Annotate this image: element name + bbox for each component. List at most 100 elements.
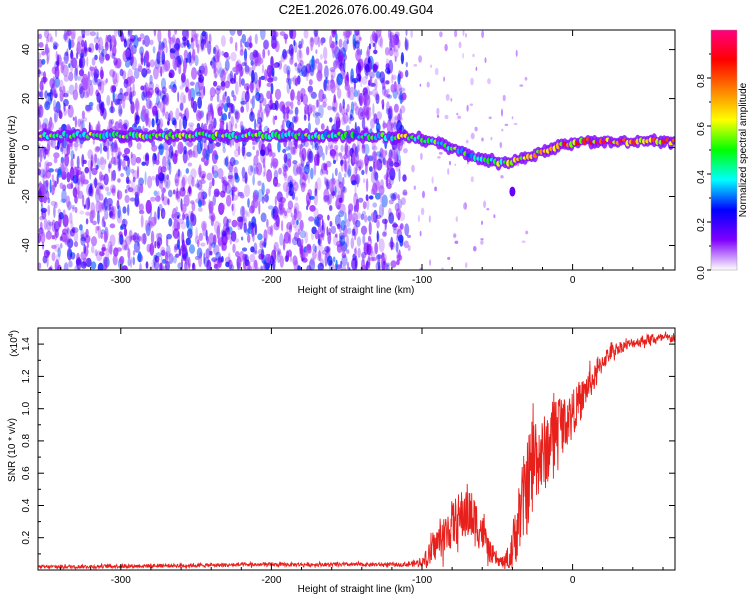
spectrogram-noise-cell — [74, 206, 78, 214]
spectrogram-noise-cell — [88, 83, 94, 96]
spectrogram-noise-cell — [270, 102, 277, 111]
spectrogram-noise-cell — [59, 89, 64, 102]
spectrogram-noise-cell — [463, 202, 468, 210]
spectrogram-noise-cell — [91, 167, 98, 176]
spectrogram-noise-cell — [388, 47, 394, 57]
spectrogram-noise-cell — [453, 232, 457, 239]
spectrogram-noise-cell — [363, 143, 370, 155]
spectrogram-noise-cell — [340, 220, 346, 231]
spectrogram-noise-cell — [324, 245, 331, 253]
spectrogram-noise-cell — [208, 112, 213, 124]
spectrogram-noise-cell — [282, 48, 287, 59]
spectrogram-noise-cell — [348, 30, 352, 36]
spectrogram-noise-cell — [340, 159, 345, 165]
spectrogram-noise-cell — [413, 185, 416, 190]
spectrogram-x-tick-label: -100 — [412, 275, 432, 286]
spectrogram-noise-cell — [60, 147, 64, 152]
spectrogram-noise-cell — [74, 166, 82, 172]
spectrogram-noise-cell — [397, 39, 401, 49]
spectrogram-noise-cell — [172, 34, 176, 44]
spectrogram-noise-cell — [63, 234, 70, 246]
spectrogram-noise-cell — [159, 100, 165, 113]
spectrogram-noise-cell — [250, 165, 254, 173]
spectrogram-noise-cell — [240, 205, 246, 218]
spectrogram-noise-cell — [501, 108, 503, 117]
spectrogram-noise-cell — [209, 103, 213, 116]
spectrogram-noise-cell — [258, 106, 264, 120]
spectrogram-noise-cell — [357, 144, 360, 153]
spectrogram-noise-cell — [153, 66, 159, 80]
spectrogram-noise-cell — [213, 118, 217, 129]
spectrogram-noise-cell — [46, 33, 53, 43]
spectrogram-noise-cell — [197, 199, 203, 208]
spectrogram-noise-cell — [314, 181, 318, 195]
spectrogram-noise-cell — [147, 175, 153, 189]
spectrogram-noise-cell — [353, 89, 359, 98]
spectrogram-noise-cell — [96, 225, 100, 231]
spectrogram-noise-cell — [164, 178, 171, 189]
spectrogram-noise-cell — [315, 58, 320, 64]
spectrogram-noise-cell — [340, 144, 344, 153]
spectrogram-noise-cell — [388, 30, 392, 40]
spectrogram-noise-cell — [499, 141, 503, 149]
spectrogram-noise-cell — [332, 189, 335, 199]
spectrogram-noise-cell — [316, 250, 323, 262]
spectrogram-noise-cell — [165, 180, 169, 187]
spectrogram-noise-cell — [174, 243, 180, 251]
spectrogram-noise-cell — [188, 186, 192, 193]
spectrogram-noise-cell — [383, 228, 387, 237]
spectrogram-noise-cell — [75, 172, 79, 183]
spectrogram-noise-cell — [279, 255, 284, 268]
spectrogram-noise-cell — [257, 249, 264, 255]
spectrogram-noise-cell — [464, 201, 467, 210]
spectrogram-noise-cell — [175, 107, 180, 121]
spectrogram-noise-cell — [62, 33, 69, 41]
spectrogram-noise-cell — [373, 161, 376, 170]
spectrogram-noise-cell — [200, 39, 205, 51]
spectrogram-noise-cell — [217, 106, 223, 117]
spectrogram-noise-cell — [445, 93, 450, 101]
spectrogram-noise-cell — [346, 261, 350, 270]
spectrogram-noise-cell — [105, 205, 112, 211]
spectrogram-noise-cell — [149, 74, 153, 85]
spectrogram-noise-cell — [292, 163, 299, 176]
spectrogram-noise-cell — [386, 119, 392, 134]
spectrogram-noise-cell — [109, 234, 116, 247]
spectrogram-noise-cell — [330, 69, 336, 79]
spectrogram-noise-cell — [297, 228, 301, 236]
spectrogram-noise-cell — [211, 117, 217, 129]
spectrogram-noise-cell — [69, 212, 73, 225]
spectrogram-noise-cell — [178, 248, 182, 257]
spectrogram-noise-cell — [301, 238, 304, 245]
spectrogram-noise-cell — [206, 112, 211, 121]
spectrogram-noise-cell — [198, 74, 205, 84]
spectrogram-noise-cell — [40, 203, 44, 216]
spectrogram-noise-cell — [372, 182, 378, 195]
spectrogram-noise-cell — [290, 89, 295, 101]
spectrogram-noise-cell — [481, 137, 484, 142]
spectrogram-noise-cell — [292, 116, 297, 123]
spectrogram-noise-cell — [375, 30, 382, 38]
spectrogram-noise-cell — [111, 53, 116, 59]
spectrogram-noise-cell — [360, 225, 368, 235]
spectrogram-noise-cell — [299, 59, 304, 67]
spectrogram-noise-cell — [389, 167, 396, 181]
spectrogram-noise-cell — [231, 203, 234, 212]
spectrogram-noise-cell — [326, 226, 329, 236]
spectrogram-feature — [509, 186, 516, 197]
spectrogram-noise-cell — [454, 30, 458, 38]
spectrogram-noise-cell — [211, 165, 215, 175]
spectrogram-y-tick-label: 0 — [21, 144, 32, 150]
spectrogram-noise-cell — [96, 157, 100, 169]
spectrogram-noise-cell — [134, 199, 141, 208]
spectrogram-noise-cell — [53, 45, 58, 50]
spectrogram-noise-cell — [120, 225, 124, 231]
spectrogram-noise-cell — [104, 199, 109, 205]
spectrogram-noise-cell — [287, 158, 292, 168]
spectrogram-noise-cell — [338, 210, 345, 218]
spectrogram-noise-cell — [340, 265, 347, 270]
spectrogram-noise-cell — [47, 139, 51, 152]
spectrogram-noise-cell — [247, 261, 251, 266]
spectrogram-noise-cell — [393, 121, 397, 130]
spectrogram-noise-cell — [394, 115, 399, 121]
